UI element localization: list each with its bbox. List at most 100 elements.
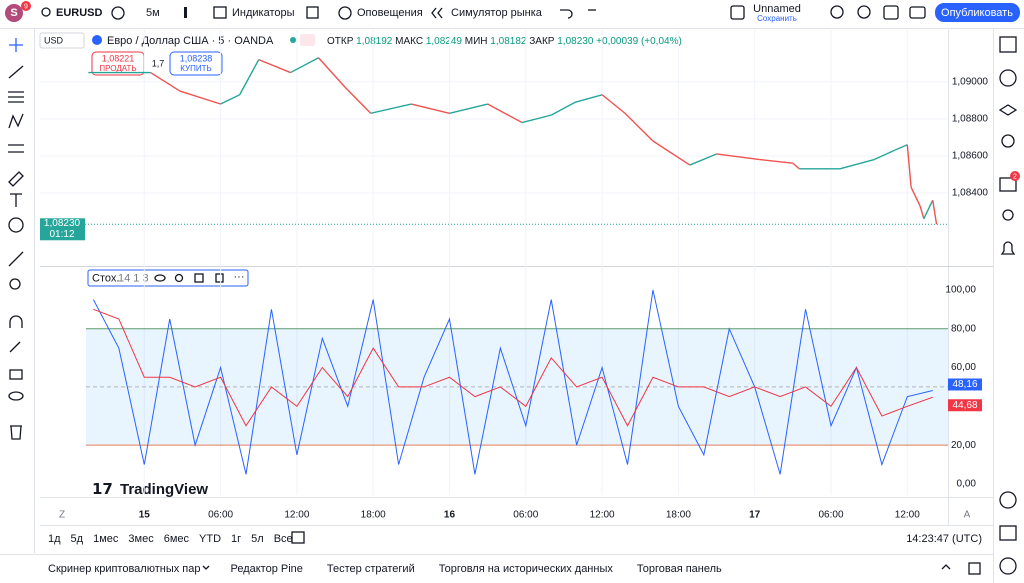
price-tag-label: 1,08230	[44, 218, 81, 229]
layout-icon[interactable]	[730, 5, 745, 20]
icons[interactable]	[8, 217, 24, 233]
y-tick-label: 1,08400	[952, 187, 989, 198]
replay[interactable]: Симулятор рынка	[451, 7, 543, 19]
range-button[interactable]: 5д	[71, 533, 84, 545]
more[interactable]: ···	[234, 271, 245, 283]
range-button[interactable]: 1д	[48, 533, 61, 545]
interval[interactable]: 5м	[146, 7, 160, 19]
indicators-icon	[213, 6, 227, 19]
layers[interactable]	[998, 104, 1018, 116]
calendar[interactable]	[999, 525, 1017, 541]
price-segment	[370, 103, 412, 114]
help[interactable]	[999, 557, 1017, 575]
label: ЗАКР	[529, 36, 555, 47]
value: 1,08192	[356, 36, 393, 47]
range-button[interactable]: 3мес	[128, 533, 154, 545]
x-tick-label: 06:00	[818, 510, 843, 521]
time-axis-z[interactable]: Z	[59, 510, 65, 521]
price-segment	[919, 205, 925, 219]
range-button[interactable]: Все	[274, 533, 293, 545]
publish-button[interactable]	[935, 3, 1020, 22]
bottom-tab[interactable]: Редактор Pine	[230, 563, 302, 575]
bottom-tab[interactable]: Торговля на исторических данных	[439, 563, 614, 575]
price-segment	[449, 103, 488, 114]
bottom-tab[interactable]: Скринер криптовалютных пар	[48, 563, 200, 575]
zoom[interactable]	[9, 278, 21, 290]
visibility[interactable]	[8, 391, 24, 401]
study-name: Стох.	[92, 272, 119, 284]
price-segment	[487, 103, 523, 124]
candle-icon[interactable]	[184, 7, 187, 18]
range-button[interactable]: YTD	[199, 533, 221, 545]
chat[interactable]	[999, 177, 1017, 192]
hide[interactable]	[154, 274, 166, 282]
camera-icon[interactable]	[909, 6, 926, 19]
x-tick-label: 06:00	[513, 510, 538, 521]
drawing-tools	[8, 38, 24, 440]
price-segment	[344, 86, 372, 114]
countdown: 01:12	[49, 229, 74, 240]
settings[interactable]	[174, 273, 184, 283]
date-range-icon[interactable]	[291, 531, 305, 544]
currency-box[interactable]	[39, 32, 85, 49]
remove[interactable]	[215, 273, 224, 283]
maximize[interactable]	[968, 562, 981, 575]
trendline[interactable]	[8, 65, 24, 79]
magnet[interactable]	[9, 315, 23, 328]
settings-icon[interactable]	[830, 5, 844, 19]
bottom-tab[interactable]: Торговая панель	[637, 563, 722, 575]
y-tick-label: 1,08600	[952, 150, 989, 161]
range-button[interactable]: 1г	[231, 533, 241, 545]
target[interactable]	[999, 491, 1017, 509]
indicators[interactable]: Индикаторы	[232, 7, 295, 19]
bottom-tab[interactable]: Тестер стратегий	[327, 563, 415, 575]
price-segment	[220, 94, 240, 105]
range-button[interactable]: 1мес	[93, 533, 119, 545]
range-button[interactable]: 5л	[251, 533, 264, 545]
symbol[interactable]: EURUSD	[56, 7, 103, 19]
x-tick-label: 15	[139, 510, 151, 521]
label: МИН	[465, 36, 488, 47]
lock[interactable]	[9, 369, 23, 380]
time-axis-a[interactable]: A	[964, 510, 971, 521]
collapse[interactable]	[941, 564, 951, 570]
text-tool[interactable]	[10, 193, 22, 207]
fullscreen-icon[interactable]	[883, 5, 899, 20]
layout-name[interactable]: Unnamed	[753, 3, 801, 15]
buy-button[interactable]	[169, 51, 223, 76]
alerts[interactable]: Оповещения	[357, 7, 423, 19]
study-legend[interactable]	[87, 269, 249, 287]
prediction[interactable]	[8, 144, 24, 153]
source[interactable]	[194, 273, 204, 283]
flag	[92, 35, 102, 45]
gear-icon[interactable]	[857, 5, 871, 19]
clock: 14:23:47 (UTC)	[906, 533, 982, 545]
watchlist[interactable]	[999, 36, 1017, 53]
notifications[interactable]	[1000, 241, 1016, 255]
ideas[interactable]	[1001, 134, 1015, 148]
trash[interactable]	[10, 425, 22, 440]
undo[interactable]	[560, 9, 573, 19]
pattern[interactable]	[8, 113, 24, 129]
price-segment	[792, 162, 800, 170]
avatar[interactable]	[5, 4, 23, 22]
streams[interactable]	[1002, 209, 1014, 221]
save[interactable]: Сохранить	[757, 14, 797, 23]
crosshair[interactable]	[9, 38, 23, 52]
price-segment	[601, 94, 626, 114]
instrument: Евро / Доллар США · 5 · OANDA	[107, 35, 274, 47]
replay-icon	[431, 7, 443, 19]
range-button[interactable]: 6мес	[164, 533, 190, 545]
buy-price: 1,08238	[180, 53, 213, 63]
brush[interactable]	[8, 171, 24, 187]
spread: 1,7	[152, 58, 165, 68]
x-tick-label: 12:00	[895, 510, 920, 521]
lock-draw[interactable]	[9, 341, 21, 353]
templates-icon[interactable]	[306, 6, 319, 19]
ruler[interactable]	[8, 251, 24, 267]
chevron[interactable]	[202, 565, 210, 570]
add-icon[interactable]	[111, 6, 125, 20]
alerts-panel[interactable]	[999, 69, 1017, 87]
fib[interactable]	[8, 91, 24, 103]
